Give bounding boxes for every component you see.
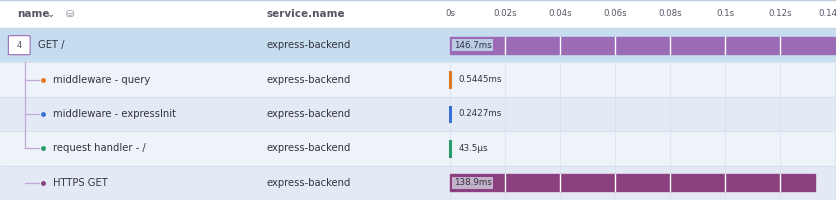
Bar [0, 166, 836, 200]
Text: middleware - expressInit: middleware - expressInit [53, 109, 176, 119]
Text: 146.7ms: 146.7ms [453, 41, 491, 50]
Text: HTTPS GET: HTTPS GET [53, 178, 107, 188]
Bar [0, 97, 836, 131]
Text: 0s: 0s [445, 9, 455, 19]
Text: middleware - query: middleware - query [53, 75, 150, 85]
Text: GET /: GET / [38, 40, 64, 50]
Text: 0.5445ms: 0.5445ms [458, 75, 502, 84]
Bar [0, 0, 836, 28]
Text: 0.02s: 0.02s [493, 9, 517, 19]
Text: 0.2427ms: 0.2427ms [458, 109, 502, 118]
Text: express-backend: express-backend [266, 143, 350, 153]
FancyBboxPatch shape [8, 36, 30, 55]
Text: 0.06s: 0.06s [603, 9, 626, 19]
Text: ⌄: ⌄ [337, 9, 345, 19]
Text: name: name [17, 9, 49, 19]
Bar [0, 62, 836, 97]
Text: ⛁: ⛁ [65, 9, 74, 19]
Text: request handler - /: request handler - / [53, 143, 145, 153]
Bar [450, 174, 814, 191]
Text: 0.1467s: 0.1467s [817, 9, 836, 19]
Text: 0.1s: 0.1s [716, 9, 733, 19]
Bar [0, 28, 836, 62]
Text: 138.9ms: 138.9ms [453, 178, 491, 187]
Text: express-backend: express-backend [266, 75, 350, 85]
Text: 0.12s: 0.12s [767, 9, 791, 19]
Text: 0.04s: 0.04s [548, 9, 572, 19]
Text: 0.08s: 0.08s [658, 9, 681, 19]
Text: ⌄: ⌄ [47, 9, 55, 19]
Bar [0, 131, 836, 166]
Text: express-backend: express-backend [266, 40, 350, 50]
Text: 4: 4 [17, 41, 22, 50]
Text: express-backend: express-backend [266, 109, 350, 119]
Text: service.name: service.name [266, 9, 344, 19]
Text: 43.5µs: 43.5µs [458, 144, 487, 153]
Bar [450, 37, 834, 54]
Text: express-backend: express-backend [266, 178, 350, 188]
